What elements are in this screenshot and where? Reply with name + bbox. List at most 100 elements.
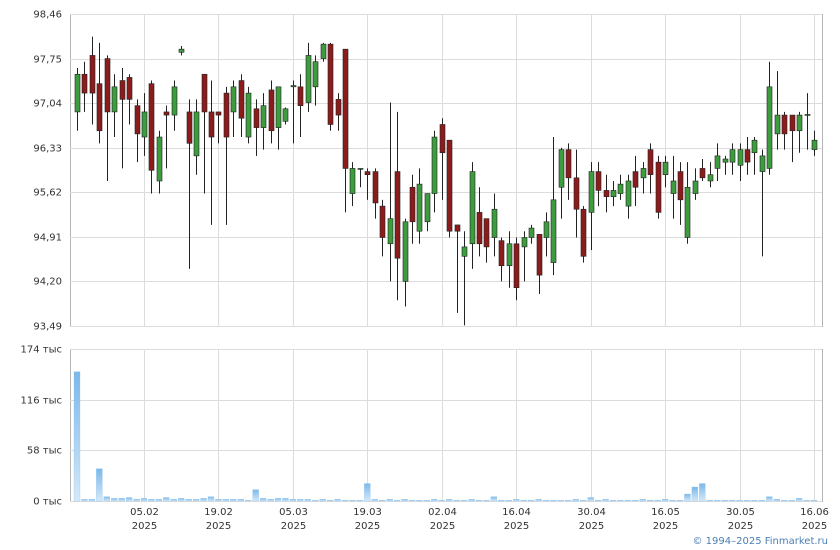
volume-bar: [609, 499, 617, 502]
volume-bar: [557, 499, 565, 502]
volume-bar: [676, 499, 684, 502]
candle-body: [253, 108, 260, 128]
volume-bar: [259, 498, 267, 502]
price-frame: [70, 14, 823, 327]
volume-bar: [706, 499, 713, 502]
candle-body: [439, 124, 446, 154]
volume-bar: [684, 493, 691, 502]
candle-body: [104, 58, 111, 113]
candle-body: [186, 111, 193, 144]
x-tick-label: 2025: [206, 521, 231, 532]
candle-body: [409, 186, 416, 223]
candle-body: [171, 86, 178, 116]
volume-bar: [617, 499, 624, 502]
volume-bar: [431, 499, 438, 502]
candle-body: [282, 108, 289, 122]
candle-body: [662, 161, 669, 176]
candle-body: [610, 190, 617, 197]
volume-bar: [111, 498, 118, 502]
candle-body: [469, 171, 476, 245]
candle-body: [245, 92, 252, 138]
volume-bar: [267, 499, 274, 502]
candle-body: [148, 83, 155, 171]
volume-bar: [781, 499, 788, 502]
volume-bar: [773, 499, 780, 502]
candle-body: [372, 171, 379, 204]
candle-body: [268, 89, 275, 132]
candle-body: [193, 111, 200, 157]
candle-body: [744, 149, 751, 163]
volume-bar: [274, 498, 282, 502]
candle-body: [81, 73, 88, 94]
candle-body: [513, 243, 520, 289]
volume-bar: [192, 499, 200, 502]
y-tick-label: 93,49: [33, 322, 62, 333]
candle-body: [536, 234, 543, 276]
volume-bar: [319, 499, 326, 502]
candle-body: [134, 105, 141, 135]
candle-body: [446, 139, 453, 232]
x-tick-label: 19.03: [353, 507, 382, 518]
volume-bar: [520, 499, 527, 502]
volume-bar: [728, 499, 736, 502]
candle-body: [506, 243, 513, 267]
candle-body: [305, 55, 312, 103]
candle-body: [766, 86, 773, 169]
y-tick-label: 98,46: [33, 10, 62, 21]
volume-bar: [393, 499, 401, 502]
candle-body: [647, 149, 654, 176]
candle-body: [692, 180, 699, 194]
candle-body: [617, 183, 624, 194]
volume-bar: [639, 499, 646, 502]
candle-body: [781, 114, 788, 135]
volume-bar: [699, 483, 706, 502]
x-tick-label: 02.04: [428, 507, 457, 518]
volume-bar: [498, 499, 505, 502]
volume-bar: [490, 496, 498, 502]
candle-body: [163, 111, 170, 116]
candle-body: [528, 227, 535, 238]
volume-bar: [133, 499, 140, 502]
x-tick-label: 16.05: [651, 507, 680, 518]
candle-body: [141, 111, 148, 138]
candle-body: [402, 221, 409, 282]
candle-body: [260, 105, 267, 128]
candle-body: [595, 171, 602, 191]
candle-body: [312, 61, 319, 88]
volume-bar: [200, 498, 207, 502]
volume-bar: [155, 499, 163, 502]
candle-body: [670, 180, 677, 194]
volume-bar: [572, 499, 579, 502]
y-tick-label: 95,62: [33, 188, 62, 199]
candle-body: [759, 155, 766, 172]
volume-bar: [550, 499, 557, 502]
volume-bar: [766, 496, 773, 502]
candle-body: [722, 158, 729, 163]
volume-bar: [460, 499, 468, 502]
volume-bar: [416, 499, 423, 502]
candle-body: [804, 114, 811, 116]
candle-body: [550, 199, 557, 263]
candle-body: [625, 180, 632, 207]
volume-bar: [661, 499, 669, 502]
volume-bar: [222, 499, 230, 502]
candle-body: [238, 80, 245, 119]
volume-bar: [624, 499, 632, 502]
candle-body: [573, 177, 580, 210]
candle-body: [454, 224, 461, 232]
candle-body: [431, 136, 438, 194]
candle-body: [379, 205, 386, 238]
candle-body: [349, 168, 356, 194]
y-tick-label: 58 тыс: [27, 446, 62, 457]
volume-bar: [453, 499, 460, 502]
volume-bar: [341, 499, 349, 502]
volume-bar: [73, 371, 81, 502]
volume-bar: [468, 499, 475, 502]
volume-bar: [304, 499, 311, 502]
volume-bar: [297, 499, 304, 502]
volume-bar: [594, 499, 602, 502]
volume-bar: [88, 499, 96, 502]
candle-body: [364, 171, 371, 176]
candle-body: [774, 114, 781, 135]
volume-bar: [647, 499, 654, 502]
